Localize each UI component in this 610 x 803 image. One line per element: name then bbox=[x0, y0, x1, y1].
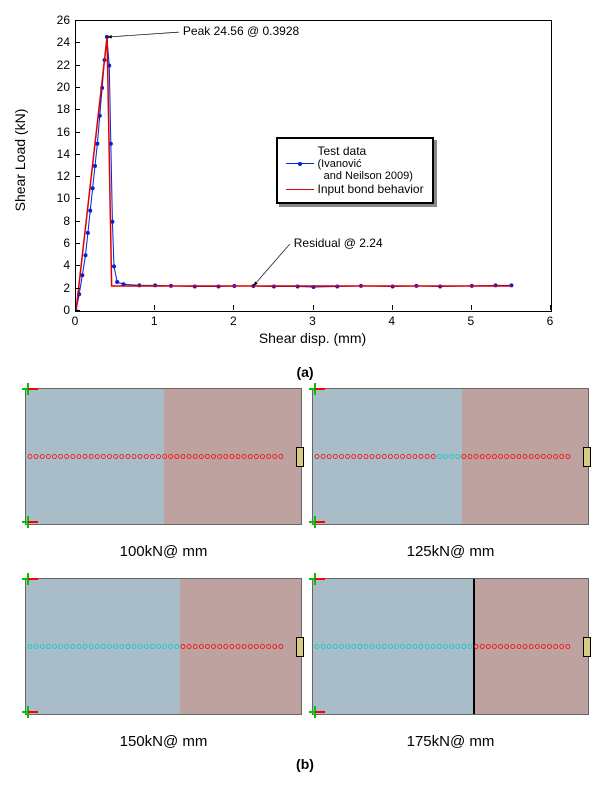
legend: Test data(Ivanović and Neilson 2009)Inpu… bbox=[276, 137, 434, 204]
y-tick-label: 4 bbox=[45, 258, 70, 272]
panel-box bbox=[25, 388, 302, 525]
y-tick-label: 12 bbox=[45, 169, 70, 183]
x-tick-label: 2 bbox=[223, 314, 243, 328]
y-tick-label: 10 bbox=[45, 191, 70, 205]
panel-box bbox=[312, 578, 589, 715]
panel-label: 150kN@ mm bbox=[25, 733, 302, 750]
x-tick-label: 0 bbox=[65, 314, 85, 328]
panel-box bbox=[25, 578, 302, 715]
y-tick-label: 20 bbox=[45, 80, 70, 94]
chart-annotation: Peak 24.56 @ 0.3928 bbox=[183, 24, 299, 38]
load-end-icon bbox=[583, 447, 591, 467]
panel-cell: 100kN@ mm bbox=[25, 388, 302, 560]
x-tick-label: 5 bbox=[461, 314, 481, 328]
y-tick-label: 18 bbox=[45, 102, 70, 116]
panel-label: 100kN@ mm bbox=[25, 543, 302, 560]
y-tick-label: 24 bbox=[45, 35, 70, 49]
y-tick-label: 6 bbox=[45, 236, 70, 250]
panel-label: 125kN@ mm bbox=[312, 543, 589, 560]
y-tick-label: 2 bbox=[45, 281, 70, 295]
panel-label: 175kN@ mm bbox=[312, 733, 589, 750]
panel-cell: 125kN@ mm bbox=[312, 388, 589, 560]
chart-sub-caption: (a) bbox=[20, 364, 590, 380]
legend-label: Input bond behavior bbox=[318, 182, 424, 196]
panel-cell: 175kN@ mm bbox=[312, 578, 589, 750]
x-tick-label: 3 bbox=[303, 314, 323, 328]
plot-area: Peak 24.56 @ 0.3928 Residual @ 2.24 Test d… bbox=[75, 20, 552, 312]
y-tick-label: 8 bbox=[45, 214, 70, 228]
load-end-icon bbox=[583, 637, 591, 657]
y-tick-label: 22 bbox=[45, 58, 70, 72]
y-axis-label: Shear Load (kN) bbox=[12, 109, 28, 212]
legend-label: Test data(Ivanović and Neilson 2009) bbox=[318, 145, 413, 182]
y-tick-label: 14 bbox=[45, 147, 70, 161]
x-axis-label: Shear disp. (mm) bbox=[75, 330, 550, 346]
y-tick-label: 16 bbox=[45, 125, 70, 139]
shear-chart: Shear Load (kN) Peak 24.56 @ 0.3928Resid… bbox=[20, 10, 590, 380]
x-tick-label: 4 bbox=[382, 314, 402, 328]
panels-sub-caption: (b) bbox=[10, 756, 600, 772]
simulation-panels: 100kN@ mm 125kN@ mm 150kN@ mm 175kN@ mm bbox=[10, 388, 600, 750]
x-tick-label: 6 bbox=[540, 314, 560, 328]
panel-cell: 150kN@ mm bbox=[25, 578, 302, 750]
y-tick-label: 26 bbox=[45, 13, 70, 27]
load-end-icon bbox=[296, 637, 304, 657]
load-end-icon bbox=[296, 447, 304, 467]
panel-box bbox=[312, 388, 589, 525]
x-tick-label: 1 bbox=[144, 314, 164, 328]
chart-annotation: Residual @ 2.24 bbox=[294, 236, 383, 250]
